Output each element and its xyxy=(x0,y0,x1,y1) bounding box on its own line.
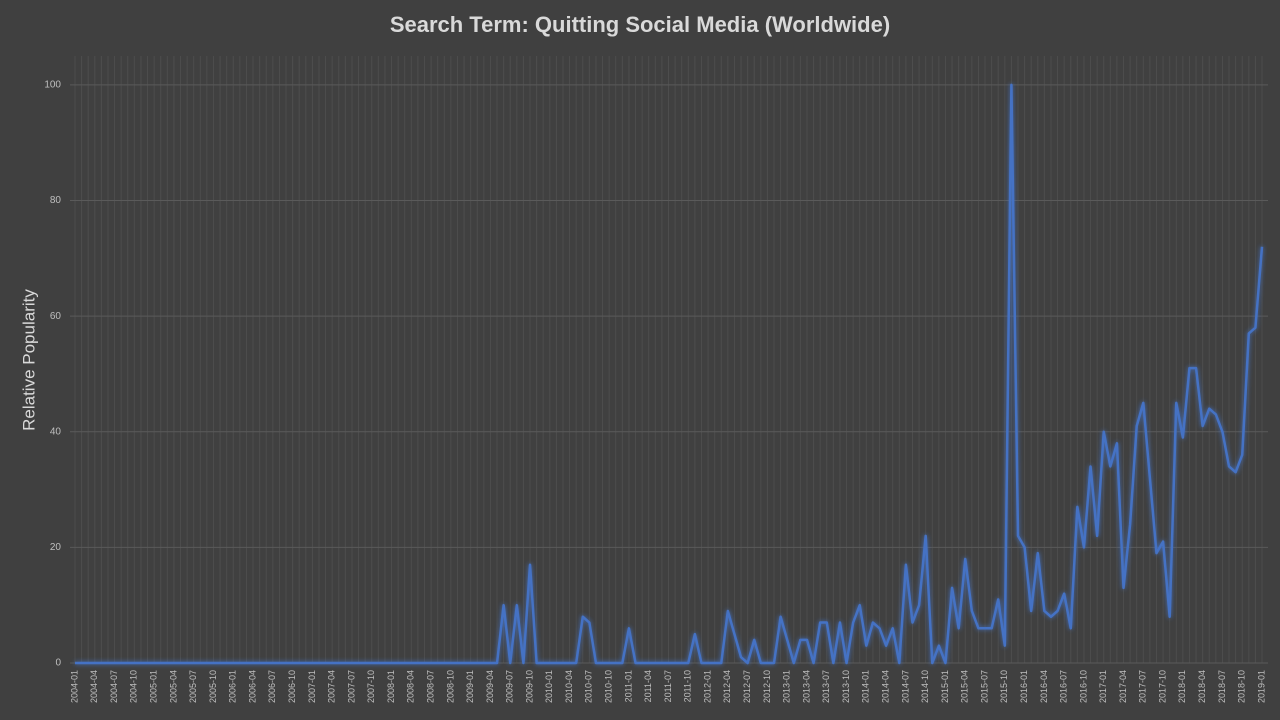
x-tick-label: 2016-07 xyxy=(1059,670,1069,703)
x-tick-label: 2009-10 xyxy=(524,670,534,703)
x-tick-label: 2015-07 xyxy=(979,670,989,703)
x-tick-label: 2014-10 xyxy=(920,670,930,703)
x-tick-label: 2011-04 xyxy=(643,670,653,702)
x-tick-label: 2007-04 xyxy=(327,670,337,703)
x-tick-label: 2016-01 xyxy=(1019,670,1029,703)
x-tick-label: 2012-07 xyxy=(742,670,752,703)
x-tick-label: 2005-01 xyxy=(149,670,159,703)
x-tick-label: 2015-04 xyxy=(960,670,970,703)
x-tick-label: 2012-01 xyxy=(702,670,712,703)
x-tick-label: 2004-04 xyxy=(89,670,99,703)
x-tick-label: 2004-01 xyxy=(69,670,79,703)
x-tick-label: 2011-01 xyxy=(623,670,633,702)
x-tick-label: 2009-01 xyxy=(465,670,475,703)
y-axis-label: Relative Popularity xyxy=(19,289,38,431)
chart-title: Search Term: Quitting Social Media (Worl… xyxy=(390,12,890,37)
x-tick-label: 2018-01 xyxy=(1177,670,1187,703)
y-tick-label: 60 xyxy=(50,311,62,322)
x-tick-label: 2018-10 xyxy=(1237,670,1247,703)
x-tick-label: 2006-01 xyxy=(228,670,238,703)
x-tick-label: 2019-01 xyxy=(1256,670,1266,703)
x-tick-label: 2005-04 xyxy=(168,670,178,703)
x-tick-label: 2012-10 xyxy=(762,670,772,703)
y-tick-label: 80 xyxy=(50,195,62,206)
x-tick-label: 2009-04 xyxy=(485,670,495,703)
x-tick-label: 2014-01 xyxy=(861,670,871,703)
x-tick-label: 2012-04 xyxy=(722,670,732,703)
y-tick-label: 100 xyxy=(44,80,61,91)
x-tick-label: 2018-07 xyxy=(1217,670,1227,703)
x-tick-label: 2007-10 xyxy=(366,670,376,703)
x-tick-label: 2008-04 xyxy=(406,670,416,703)
x-tick-label: 2005-07 xyxy=(188,670,198,703)
x-tick-label: 2013-10 xyxy=(841,670,851,703)
x-tick-label: 2016-10 xyxy=(1078,670,1088,703)
x-tick-label: 2004-07 xyxy=(109,670,119,703)
x-tick-label: 2005-10 xyxy=(208,670,218,703)
y-tick-label: 0 xyxy=(55,658,61,669)
x-tick-label: 2006-04 xyxy=(247,670,257,703)
x-tick-label: 2011-07 xyxy=(663,670,673,702)
x-tick-label: 2009-07 xyxy=(505,670,515,703)
y-tick-label: 40 xyxy=(50,426,62,437)
x-tick-label: 2013-01 xyxy=(782,670,792,703)
x-tick-label: 2008-07 xyxy=(425,670,435,703)
x-tick-label: 2014-07 xyxy=(900,670,910,703)
x-tick-label: 2013-04 xyxy=(801,670,811,703)
x-tick-label: 2015-01 xyxy=(940,670,950,703)
x-tick-label: 2010-10 xyxy=(604,670,614,703)
x-tick-label: 2007-01 xyxy=(307,670,317,703)
x-tick-label: 2018-04 xyxy=(1197,670,1207,703)
x-tick-label: 2017-10 xyxy=(1157,670,1167,703)
x-tick-label: 2017-01 xyxy=(1098,670,1108,703)
line xyxy=(75,83,1264,665)
x-tick-label: 2016-04 xyxy=(1039,670,1049,703)
x-tick-label: 2017-04 xyxy=(1118,670,1128,703)
x-tick-label: 2008-01 xyxy=(386,670,396,703)
x-tick-label: 2015-10 xyxy=(999,670,1009,703)
x-tick-label: 2008-10 xyxy=(445,670,455,703)
y-tick-label: 20 xyxy=(50,542,62,553)
x-tick-label: 2006-10 xyxy=(287,670,297,703)
x-tick-label: 2013-07 xyxy=(821,670,831,703)
x-tick-label: 2010-07 xyxy=(584,670,594,703)
x-tick-label: 2011-10 xyxy=(683,670,693,702)
x-tick-label: 2010-04 xyxy=(564,670,574,703)
x-tick-label: 2006-07 xyxy=(267,670,277,703)
x-tick-label: 2007-07 xyxy=(346,670,356,703)
x-tick-label: 2014-04 xyxy=(880,670,890,703)
x-tick-label: 2017-07 xyxy=(1138,670,1148,703)
x-tick-label: 2010-01 xyxy=(544,670,554,703)
x-tick-label: 2004-10 xyxy=(129,670,139,703)
